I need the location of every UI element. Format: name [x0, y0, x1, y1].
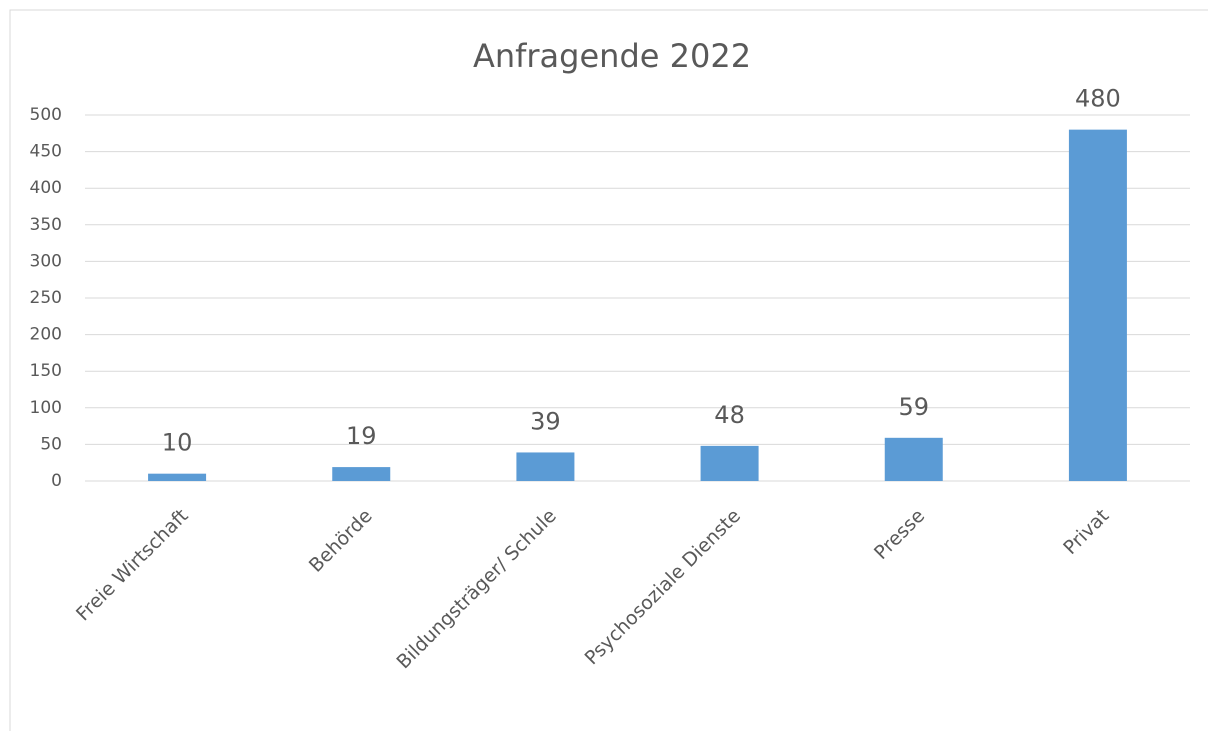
y-tick-label: 450	[30, 142, 62, 162]
bar	[884, 437, 943, 481]
y-tick-label: 300	[30, 251, 62, 271]
y-tick-label: 500	[30, 105, 62, 125]
data-label: 10	[162, 429, 193, 457]
bar	[148, 473, 207, 481]
bar	[332, 467, 391, 481]
y-tick-label: 150	[30, 361, 62, 381]
chart-title: Anfragende 2022	[473, 37, 751, 75]
chart-border	[9, 9, 1208, 731]
bar	[1068, 129, 1127, 481]
data-label: 48	[714, 401, 745, 429]
y-tick-label: 50	[40, 434, 62, 454]
y-tick-label: 250	[30, 288, 62, 308]
y-tick-label: 0	[51, 471, 62, 491]
bar	[700, 445, 759, 481]
y-tick-label: 400	[30, 178, 62, 198]
data-label: 19	[346, 422, 377, 450]
data-label: 480	[1075, 85, 1121, 113]
data-label: 59	[898, 393, 929, 421]
bar	[516, 452, 575, 481]
y-tick-label: 350	[30, 215, 62, 235]
y-tick-label: 100	[30, 398, 62, 418]
y-tick-label: 200	[30, 325, 62, 345]
data-label: 39	[530, 407, 561, 435]
